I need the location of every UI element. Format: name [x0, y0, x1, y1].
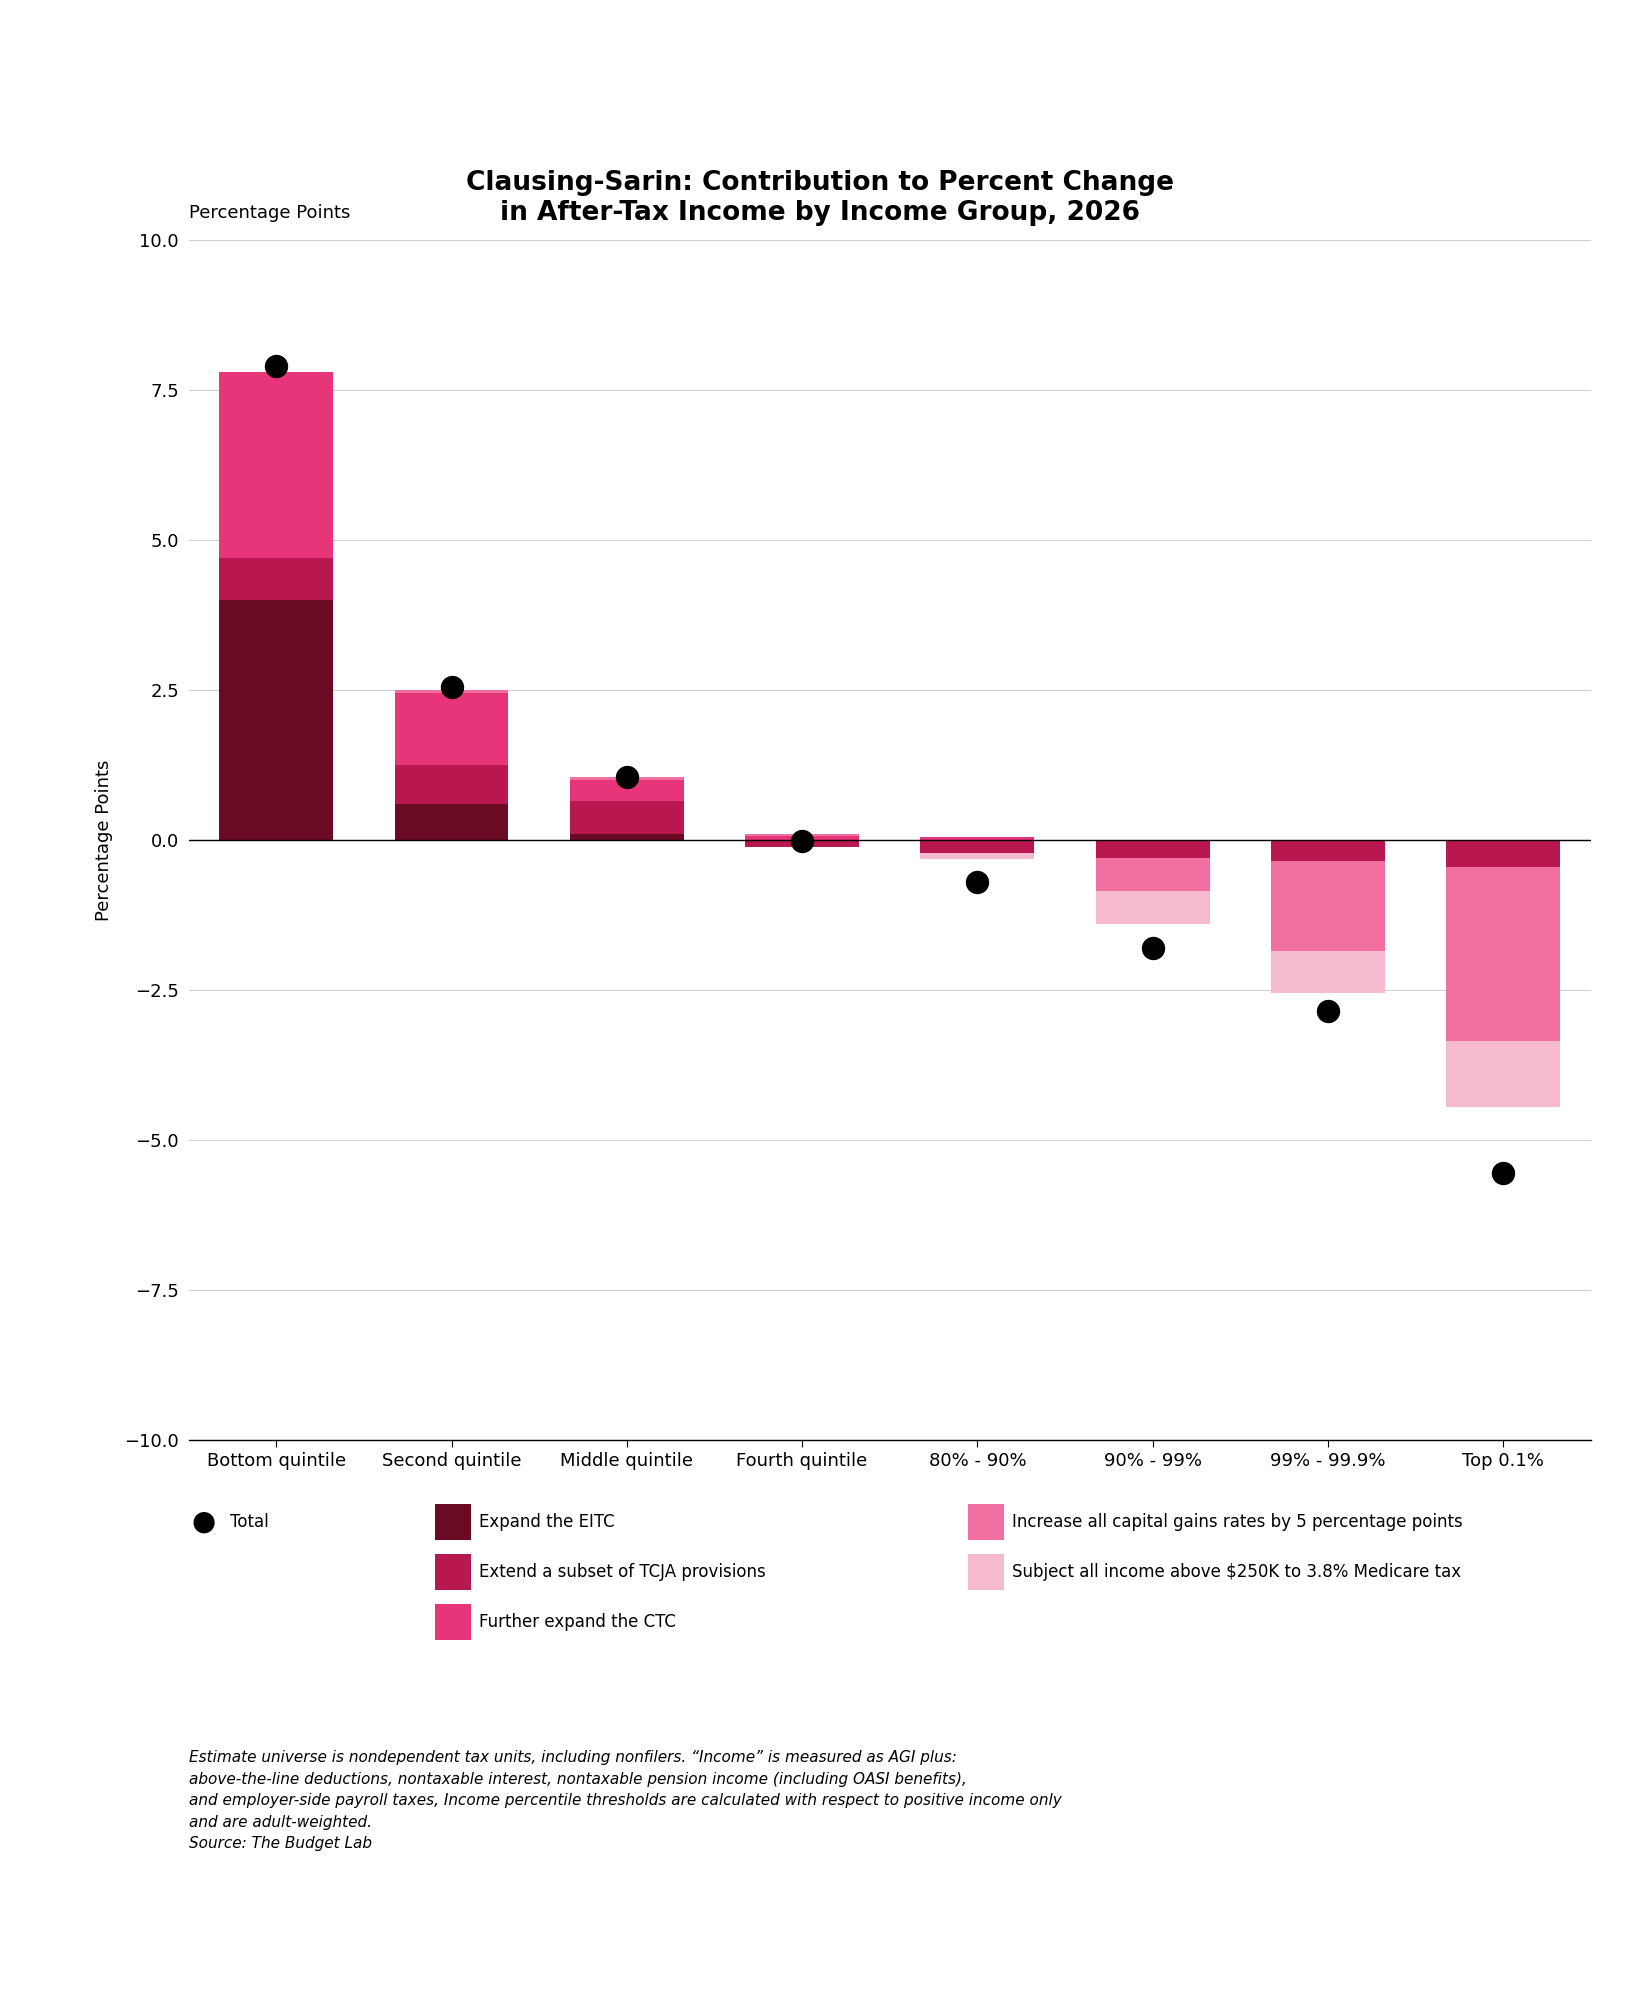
Text: Subject all income above $250K to 3.8% Medicare tax: Subject all income above $250K to 3.8% M…: [1011, 1564, 1460, 1580]
Point: [613, 760, 639, 792]
Bar: [569, 800, 683, 834]
Bar: [1446, 1040, 1559, 1108]
Text: Expand the EITC: Expand the EITC: [479, 1512, 615, 1532]
Bar: [569, 776, 683, 780]
Bar: [919, 836, 1034, 840]
Bar: [744, 836, 859, 840]
Text: Total: Total: [229, 1512, 269, 1532]
Bar: [569, 780, 683, 800]
Text: Clausing-Sarin: Contribution to Percent Change
in After-Tax Income by Income Gro: Clausing-Sarin: Contribution to Percent …: [465, 170, 1174, 226]
Text: Percentage Points: Percentage Points: [188, 204, 349, 222]
Point: [438, 672, 464, 704]
Bar: [919, 854, 1034, 860]
Bar: [1095, 892, 1210, 924]
Text: Estimate universe is nondependent tax units, including nonfilers. “Income” is me: Estimate universe is nondependent tax un…: [188, 1750, 1060, 1852]
Bar: [744, 840, 859, 848]
Bar: [1446, 840, 1559, 868]
Bar: [1095, 858, 1210, 892]
Point: [1139, 932, 1165, 964]
Bar: [1446, 868, 1559, 1040]
Bar: [1270, 952, 1383, 992]
Text: Further expand the CTC: Further expand the CTC: [479, 1612, 675, 1632]
Bar: [395, 764, 508, 804]
Point: [1490, 1156, 1516, 1188]
Point: [1314, 996, 1341, 1028]
Bar: [919, 840, 1034, 854]
Bar: [1270, 840, 1383, 860]
Text: ●: ●: [192, 1508, 215, 1536]
Bar: [1095, 840, 1210, 858]
Text: Extend a subset of TCJA provisions: Extend a subset of TCJA provisions: [479, 1564, 765, 1580]
Bar: [395, 690, 508, 694]
Bar: [220, 558, 333, 600]
Bar: [395, 694, 508, 764]
Point: [788, 826, 815, 858]
Point: [262, 350, 288, 382]
Bar: [395, 804, 508, 840]
Text: Increase all capital gains rates by 5 percentage points: Increase all capital gains rates by 5 pe…: [1011, 1512, 1462, 1532]
Bar: [220, 372, 333, 558]
Bar: [220, 600, 333, 840]
Y-axis label: Percentage Points: Percentage Points: [95, 760, 113, 920]
Bar: [569, 834, 683, 840]
Bar: [1270, 860, 1383, 952]
Point: [964, 866, 990, 898]
